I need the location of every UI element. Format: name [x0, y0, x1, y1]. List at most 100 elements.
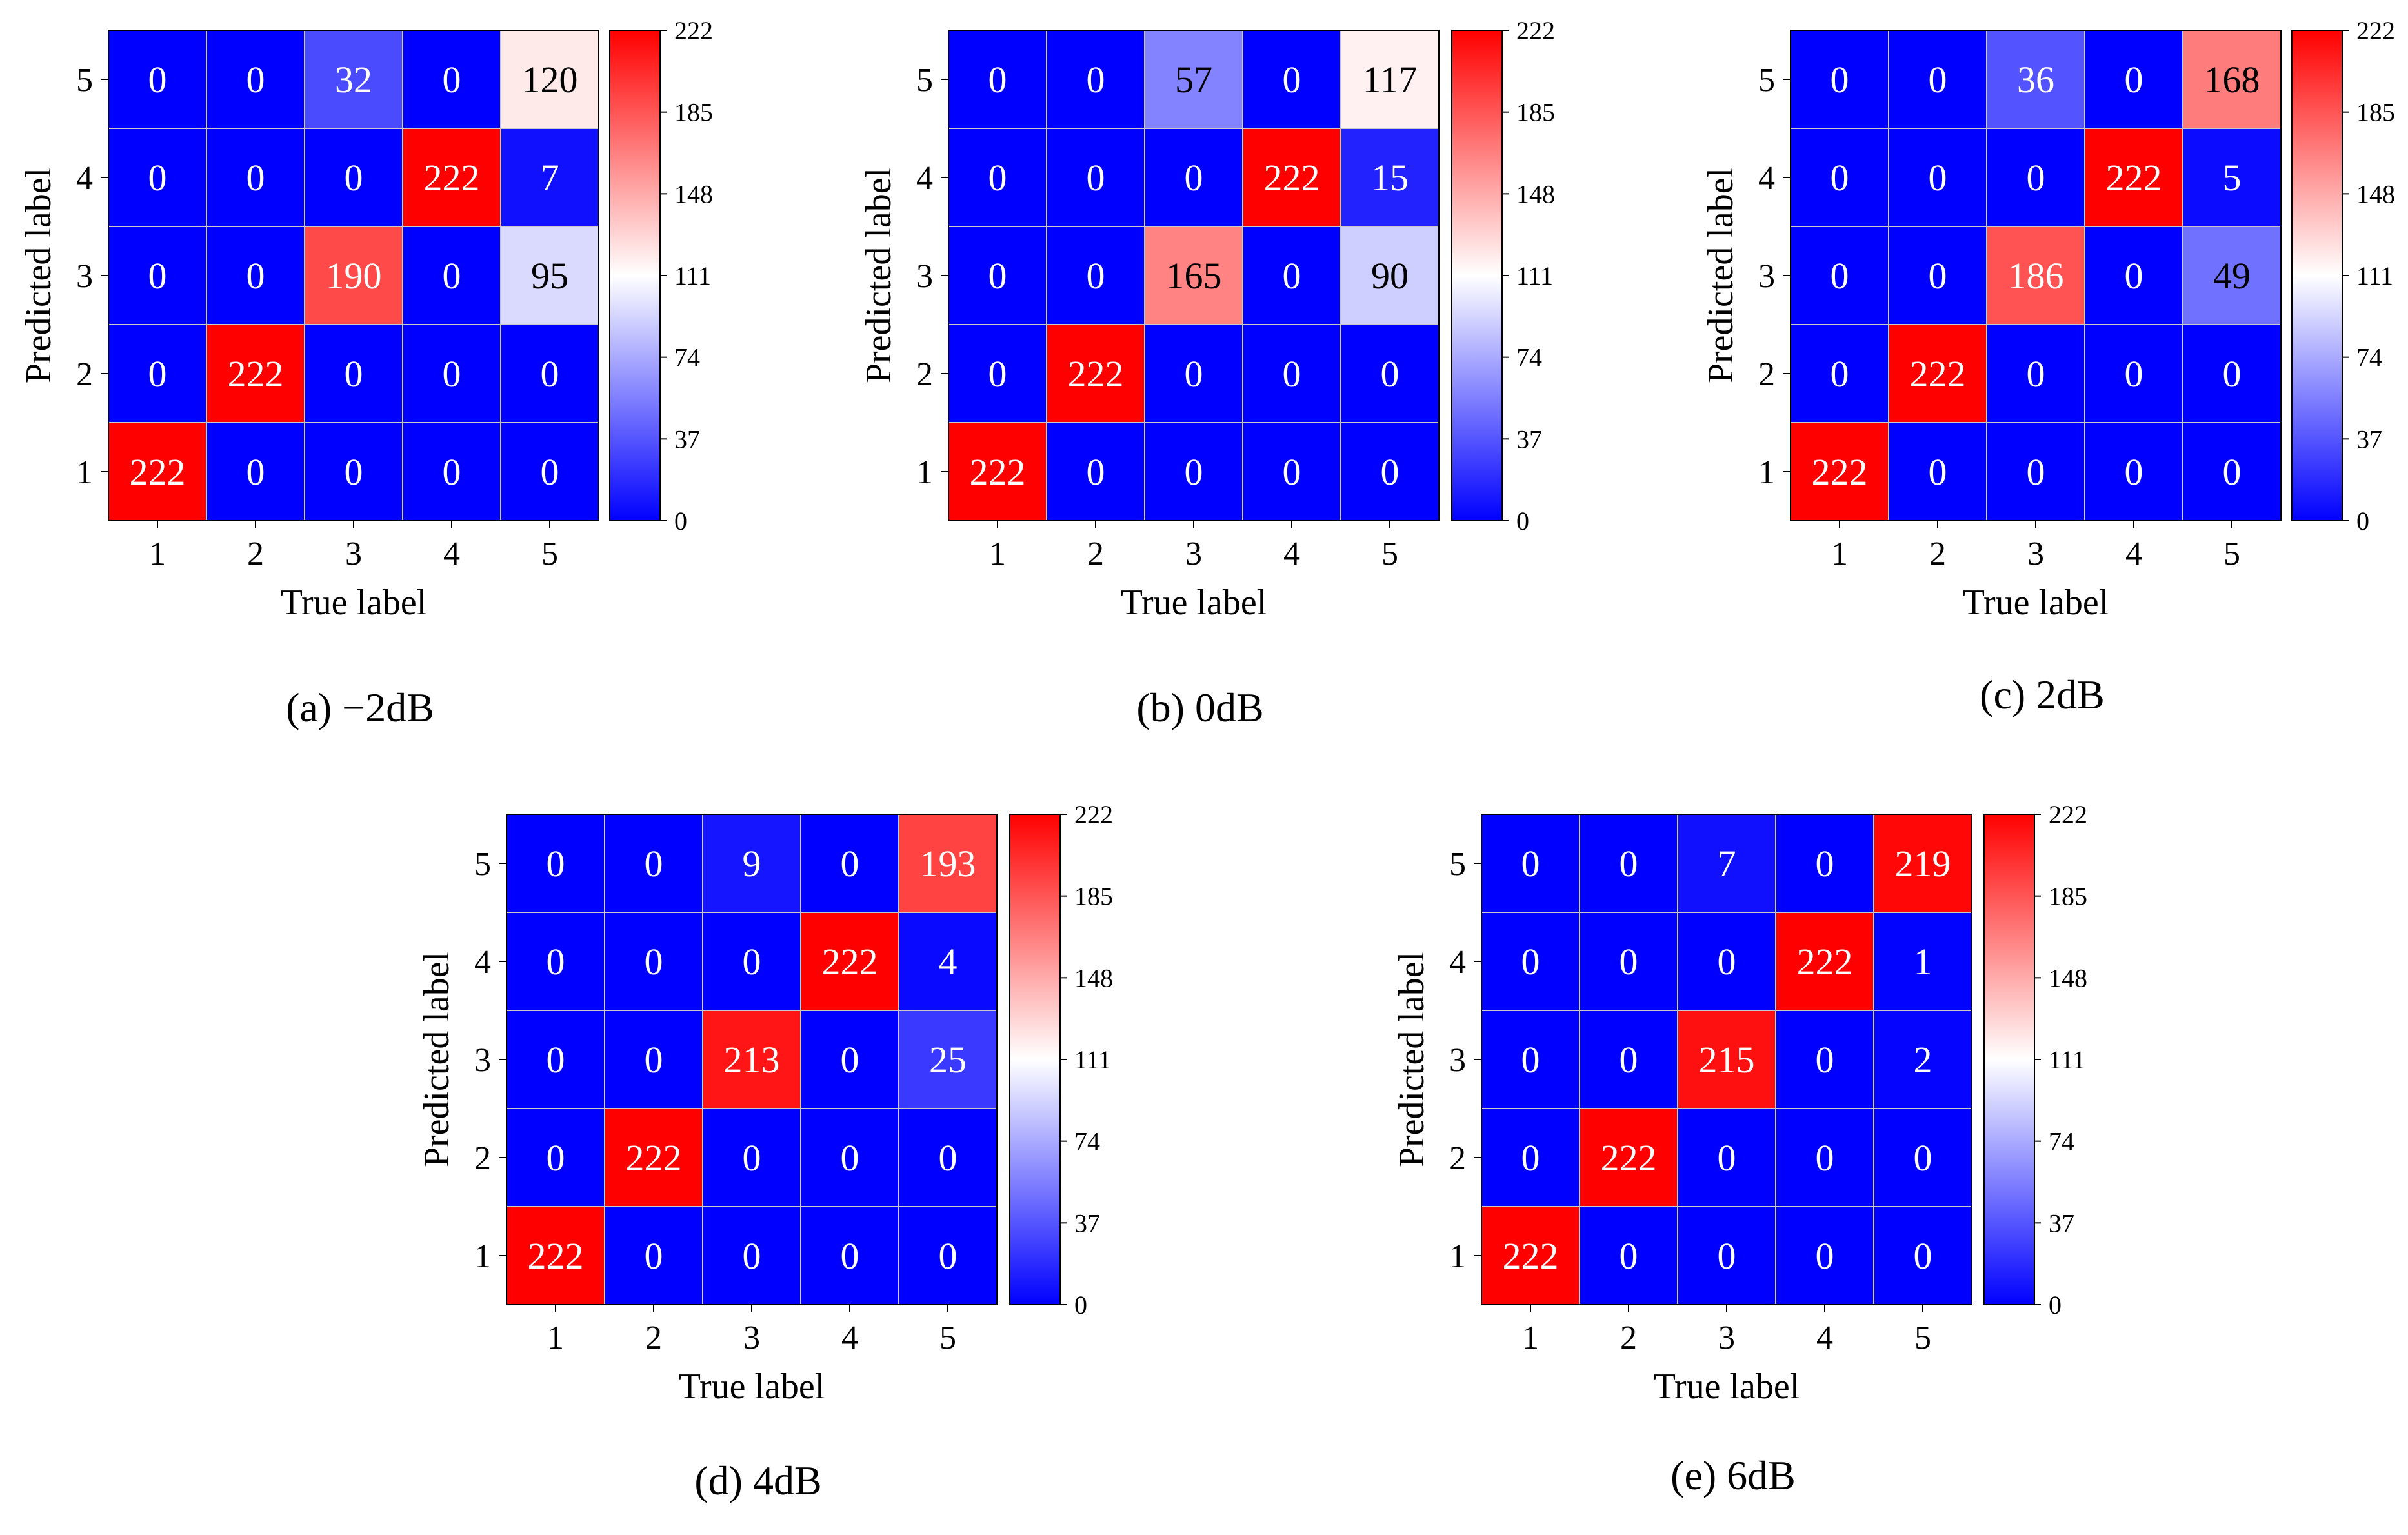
cell-value-label: 117: [1363, 59, 1418, 101]
heatmap-cell: [402, 30, 501, 129]
cell-value-label: 0: [1521, 1039, 1540, 1081]
x-axis-label: True label: [281, 583, 427, 623]
heatmap-cell: [898, 1206, 998, 1305]
y-tick-label: 3: [1449, 1042, 1466, 1079]
heatmap-cell: [1677, 1010, 1776, 1109]
heatmap-cell: [1873, 1206, 1972, 1305]
heatmap-cell: [402, 324, 501, 423]
x-tick-label: 3: [743, 1319, 760, 1356]
colorbar-tick-label: 185: [674, 98, 713, 127]
y-tick-label: 5: [916, 62, 933, 99]
cell-value-label: 0: [939, 1235, 958, 1277]
heatmap-cell: [2182, 30, 2282, 129]
heatmap-cell: [1986, 30, 2085, 129]
heatmap-cell: [604, 912, 703, 1011]
heatmap-cell: [108, 128, 207, 227]
cell-value-label: 0: [841, 1137, 859, 1179]
cell-value-label: 0: [1816, 1039, 1834, 1081]
heatmap-cell: [1790, 226, 1889, 325]
cell-value-label: 0: [148, 59, 167, 101]
cell-value-label: 0: [1283, 255, 1301, 297]
cell-value-label: 0: [547, 843, 565, 885]
cell-value-label: 0: [645, 843, 663, 885]
y-tick-label: 1: [1758, 454, 1775, 491]
cell-value-label: 0: [743, 1235, 761, 1277]
cell-value-label: 0: [1929, 157, 1947, 199]
cell-value-label: 186: [2008, 255, 2064, 297]
cell-value-label: 5: [2223, 157, 2242, 199]
cell-value-label: 0: [1929, 451, 1947, 493]
heatmap-cell: [206, 422, 305, 521]
y-tick-label: 4: [474, 944, 491, 981]
cell-value-label: 0: [1087, 255, 1105, 297]
heatmap-cell: [1888, 324, 1987, 423]
y-tick-label: 4: [916, 160, 933, 197]
cell-value-label: 0: [345, 353, 363, 395]
cell-value-label: 0: [1620, 941, 1638, 983]
cell-value-label: 0: [1087, 451, 1105, 493]
cell-value-label: 0: [841, 1039, 859, 1081]
colorbar-tick-label: 74: [2356, 343, 2382, 372]
y-tick-label: 3: [916, 258, 933, 295]
cell-value-label: 165: [1166, 255, 1222, 297]
cell-value-label: 0: [1831, 157, 1849, 199]
heatmap-cell: [1144, 30, 1243, 129]
cell-value-label: 0: [1718, 1137, 1736, 1179]
y-tick-label: 5: [76, 62, 93, 99]
cell-value-label: 9: [743, 843, 761, 885]
cell-value-label: 0: [1620, 1235, 1638, 1277]
colorbar-tick-label: 0: [1516, 507, 1529, 536]
heatmap-cell: [206, 226, 305, 325]
x-tick-label: 4: [1816, 1319, 1833, 1356]
heatmap-cell: [1775, 912, 1874, 1011]
cell-value-label: 0: [1283, 59, 1301, 101]
y-tick-label: 1: [474, 1238, 491, 1275]
heatmap-cell: [1677, 1108, 1776, 1207]
colorbar-tick-label: 37: [2049, 1209, 2074, 1238]
x-tick-label: 2: [1087, 536, 1104, 572]
y-tick-label: 3: [474, 1042, 491, 1079]
y-tick-label: 4: [1758, 160, 1775, 197]
cell-value-label: 0: [547, 1039, 565, 1081]
cell-value-label: 0: [645, 941, 663, 983]
colorbar-tick-label: 111: [2049, 1045, 2085, 1074]
y-tick-label: 2: [76, 356, 93, 393]
cell-value-label: 7: [541, 157, 559, 199]
cell-value-label: 0: [743, 941, 761, 983]
x-tick-label: 5: [2223, 536, 2240, 572]
cell-value-label: 222: [528, 1235, 584, 1277]
heatmap-cell: [898, 1108, 998, 1207]
colorbar-tick-label: 222: [1516, 16, 1555, 45]
x-tick-label: 1: [547, 1319, 564, 1356]
cell-value-label: 190: [326, 255, 382, 297]
cell-value-label: 0: [1718, 941, 1736, 983]
heatmap-cell: [1579, 912, 1678, 1011]
cell-value-label: 0: [443, 59, 461, 101]
cell-value-label: 0: [1929, 255, 1947, 297]
y-axis-label: Predicted label: [19, 168, 59, 383]
x-tick-label: 1: [989, 536, 1006, 572]
colorbar-tick-label: 74: [1516, 343, 1542, 372]
colorbar-tick-label: 148: [1074, 963, 1113, 992]
colorbar: [1009, 814, 1061, 1305]
heatmap-cell: [1888, 128, 1987, 227]
colorbar-tick-label: 148: [2049, 963, 2087, 992]
cell-value-label: 120: [522, 59, 578, 101]
cell-value-label: 0: [2125, 59, 2143, 101]
colorbar-tick-label: 111: [1074, 1045, 1111, 1074]
colorbar-tick-label: 111: [2356, 261, 2393, 290]
cell-value-label: 0: [443, 255, 461, 297]
x-tick-label: 2: [247, 536, 264, 572]
colorbar-tick-label: 0: [2049, 1290, 2062, 1319]
cell-value-label: 0: [1521, 843, 1540, 885]
heatmap-cell: [1873, 1108, 1972, 1207]
heatmap-cell: [1873, 814, 1972, 913]
cell-value-label: 0: [345, 451, 363, 493]
heatmap-cell: [1775, 1206, 1874, 1305]
y-tick-label: 5: [1449, 846, 1466, 883]
colorbar-tick-label: 222: [2356, 16, 2395, 45]
colorbar-tick-label: 148: [674, 179, 713, 208]
